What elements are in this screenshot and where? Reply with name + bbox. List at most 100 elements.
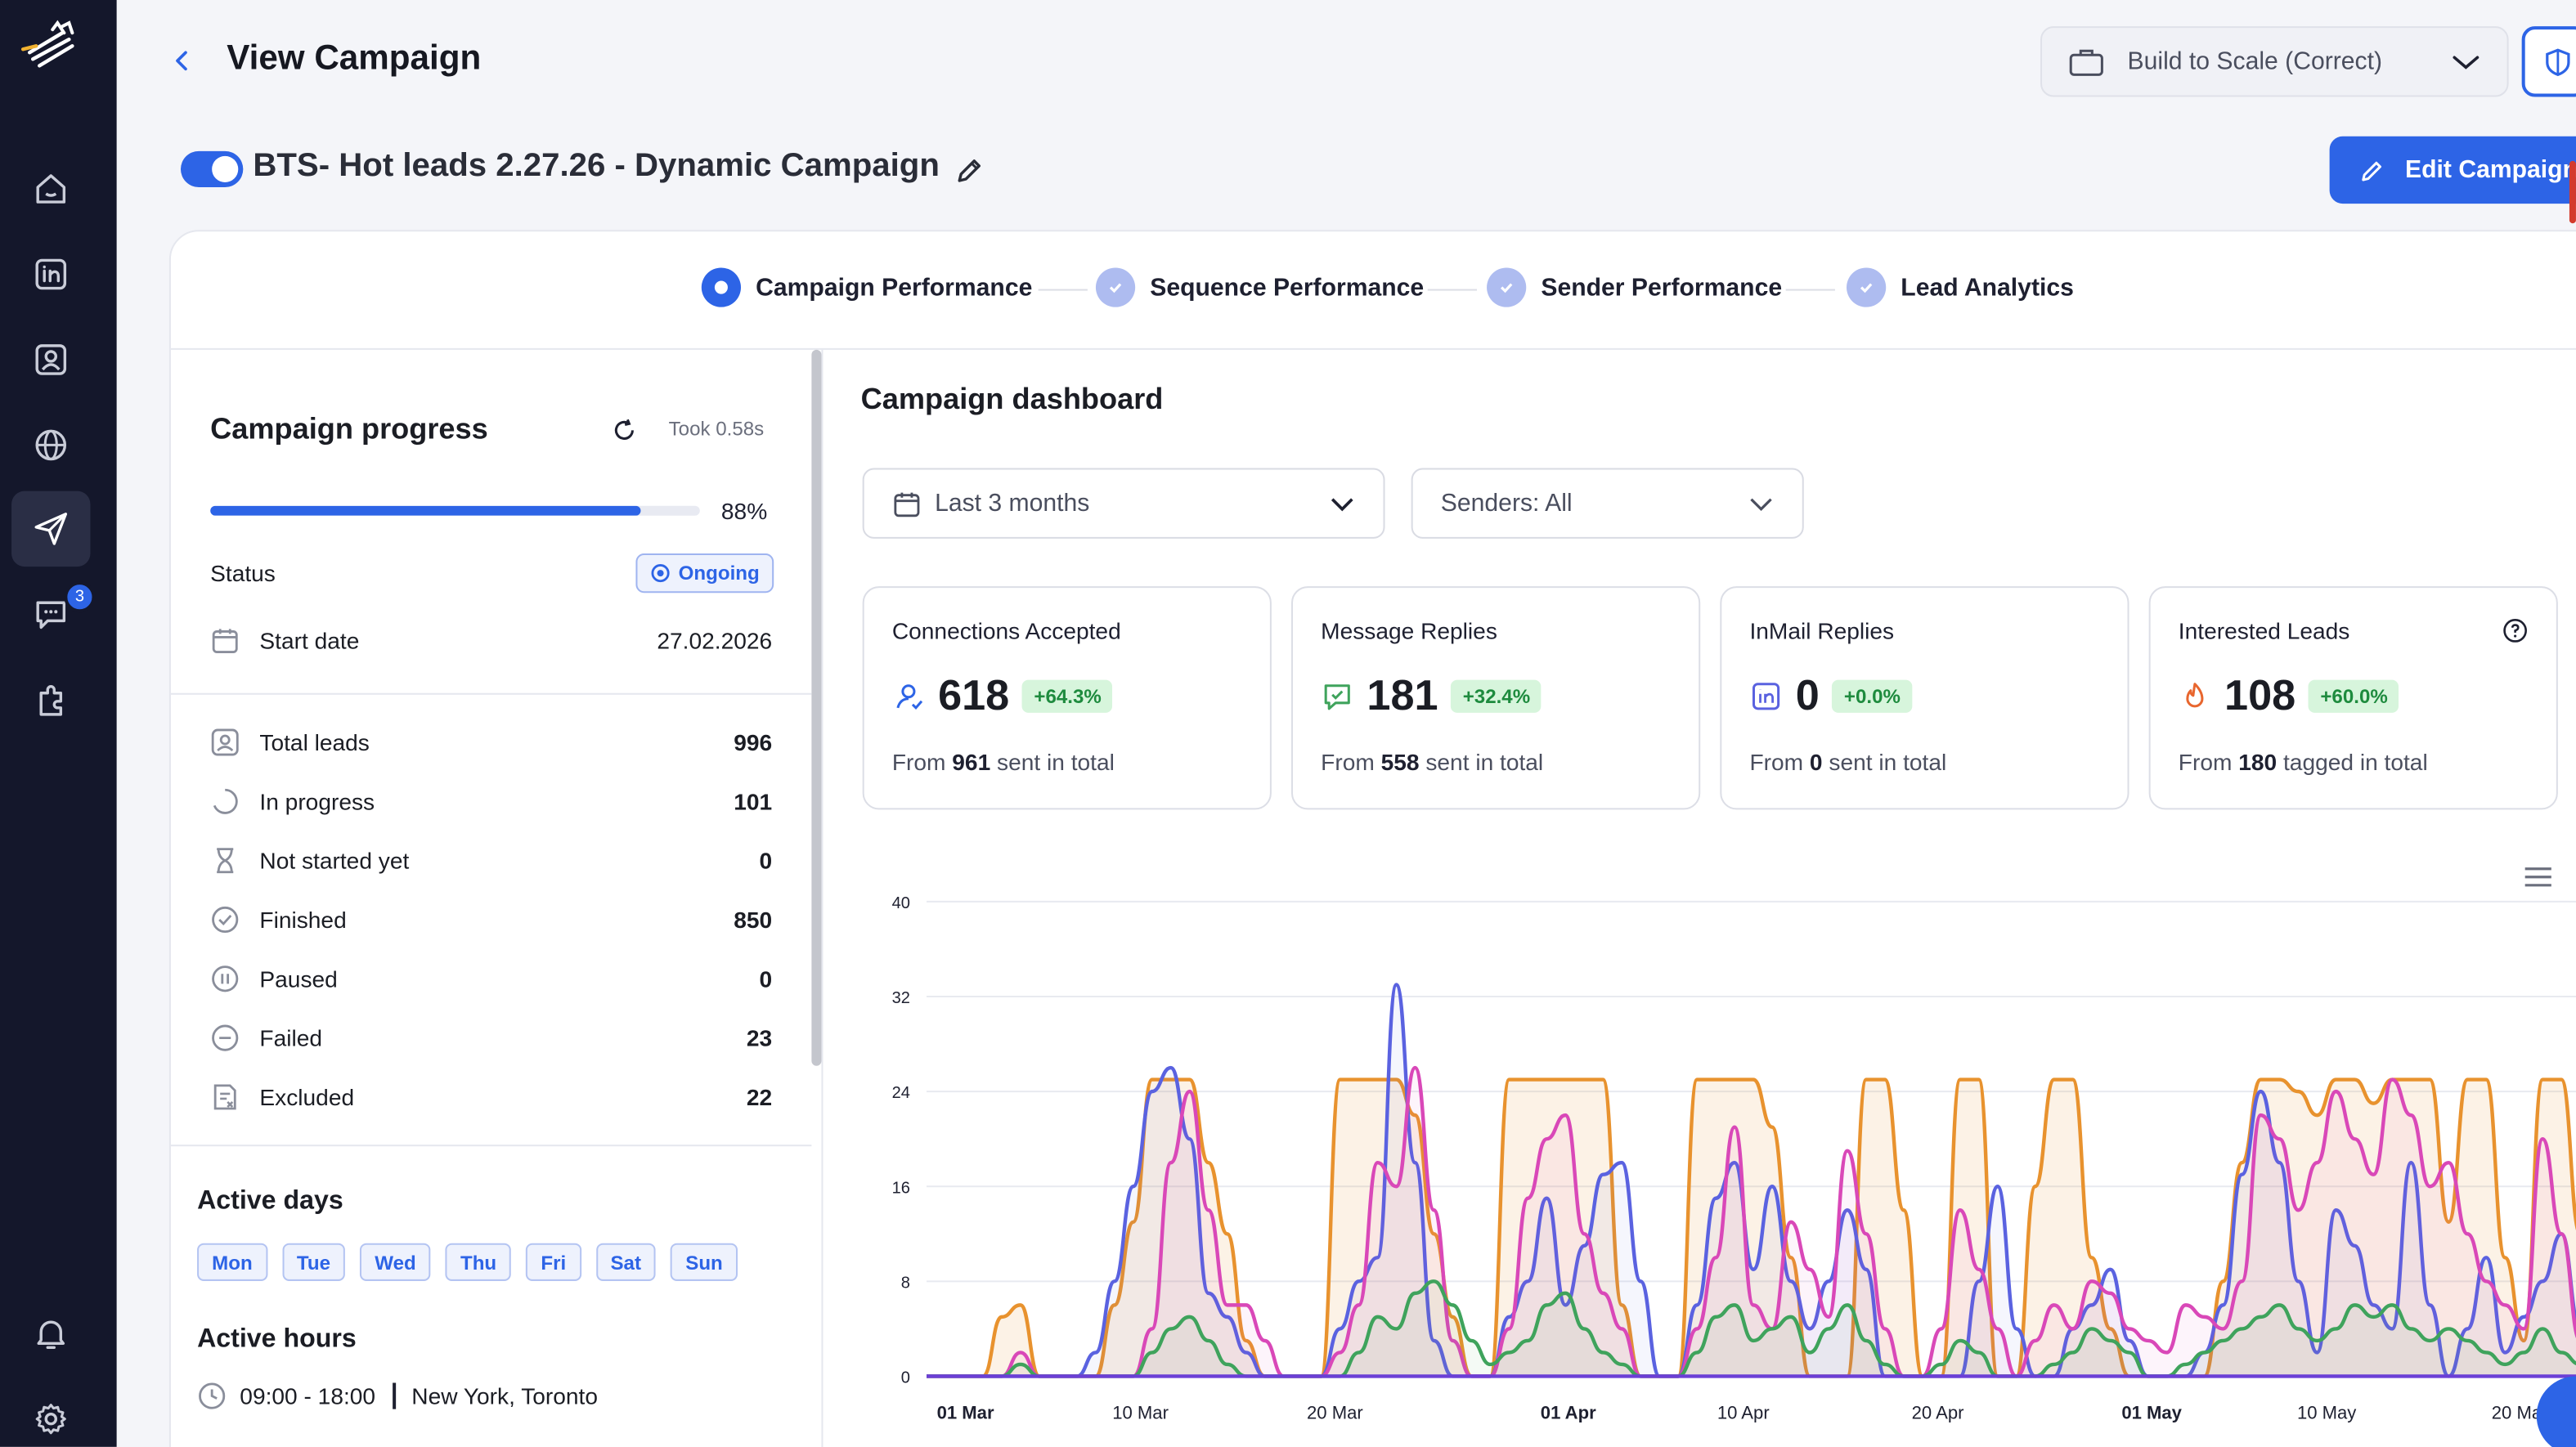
kpi-value: 108 bbox=[2224, 670, 2296, 719]
send-icon bbox=[34, 513, 68, 545]
stat-value: 996 bbox=[734, 728, 773, 756]
y-tick-label: 40 bbox=[892, 894, 910, 912]
pause-icon bbox=[212, 965, 239, 992]
stat-label: Paused bbox=[259, 965, 338, 992]
sidebar-item-notifications[interactable] bbox=[11, 1296, 90, 1371]
check-icon bbox=[1487, 267, 1527, 307]
user-icon bbox=[896, 683, 923, 710]
campaign-progress-panel: Campaign progress Took 0.58s 88% Status … bbox=[170, 349, 824, 1447]
kpi-footnote: From 961 sent in total bbox=[892, 749, 1115, 775]
active-days: Mon Tue Wed Thu Fri Sat Sun bbox=[197, 1243, 738, 1281]
tab-sequence-performance[interactable]: Sequence Performance bbox=[1095, 267, 1425, 307]
target-icon bbox=[651, 564, 670, 583]
kpi-title: Interested Leads bbox=[2178, 617, 2350, 644]
campaign-active-toggle[interactable] bbox=[180, 150, 244, 188]
refresh-icon[interactable] bbox=[611, 417, 637, 443]
calendar-icon bbox=[894, 491, 920, 517]
kpi-foot-number: 558 bbox=[1380, 749, 1420, 776]
kpi-foot-suffix: sent in total bbox=[990, 749, 1115, 776]
series-area bbox=[927, 1079, 2576, 1377]
stat-label: Excluded bbox=[259, 1083, 355, 1111]
edit-campaign-button[interactable]: Edit Campaign bbox=[2329, 136, 2576, 204]
step-current-icon bbox=[701, 267, 742, 307]
sidebar-item-settings[interactable] bbox=[11, 1381, 90, 1447]
kpi-foot-suffix: sent in total bbox=[1822, 749, 1947, 776]
stat-finished: Finished 850 bbox=[210, 905, 772, 934]
kpi-foot-number: 961 bbox=[952, 749, 991, 776]
stat-value: 22 bbox=[746, 1083, 773, 1111]
chart-menu-icon[interactable] bbox=[2524, 866, 2553, 889]
step-connector bbox=[1038, 289, 1088, 291]
chevron-down-icon bbox=[1750, 497, 1772, 511]
senders-select[interactable]: Senders: All bbox=[1411, 468, 1804, 539]
kpi-delta: +32.4% bbox=[1451, 679, 1542, 712]
kpi-foot-prefix: From bbox=[1321, 749, 1381, 776]
stat-value: 0 bbox=[759, 965, 773, 992]
excluded-icon bbox=[213, 1084, 236, 1110]
stat-value: 850 bbox=[734, 906, 773, 934]
day-chip: Mon bbox=[197, 1243, 267, 1281]
shield-button[interactable] bbox=[2521, 26, 2576, 97]
sidebar-item-linkedin[interactable] bbox=[11, 236, 90, 311]
y-tick-label: 16 bbox=[892, 1179, 910, 1197]
campaign-name: BTS- Hot leads 2.27.26 - Dynamic Campaig… bbox=[253, 147, 940, 184]
activity-chart: 0 8 16 24 32 40 01 Mar 10 Mar 20 Mar 01 Apr 10 Apr… bbox=[892, 894, 2576, 1423]
edge-marker bbox=[2569, 160, 2576, 224]
stat-label: Failed bbox=[259, 1024, 323, 1051]
stepper: Campaign Performance Sequence Performanc… bbox=[170, 231, 2576, 350]
panel-scrollbar[interactable] bbox=[811, 349, 822, 1066]
tab-sender-performance[interactable]: Sender Performance bbox=[1487, 267, 1782, 307]
back-button[interactable] bbox=[164, 43, 200, 78]
stat-in-progress: In progress 101 bbox=[210, 786, 772, 816]
sidebar-item-home[interactable] bbox=[11, 151, 90, 226]
tab-lead-analytics[interactable]: Lead Analytics bbox=[1847, 267, 2074, 307]
sidebar-item-messages[interactable]: 3 bbox=[11, 576, 96, 652]
sidebar-item-campaigns[interactable] bbox=[11, 491, 91, 567]
active-hours-value: 09:00 - 18:00 bbox=[240, 1382, 376, 1409]
kpi-foot-suffix: sent in total bbox=[1419, 749, 1544, 776]
kpi-value: 618 bbox=[938, 670, 1010, 719]
step-label: Campaign Performance bbox=[756, 273, 1033, 302]
stat-total-leads: Total leads 996 bbox=[210, 728, 772, 757]
series-line bbox=[927, 983, 2576, 1378]
date-range-select[interactable]: Last 3 months bbox=[862, 468, 1385, 539]
workspace-selector[interactable]: Build to Scale (Correct) bbox=[2040, 26, 2509, 97]
kpi-inmail-replies: InMail Replies 0 +0.0% From 0 sent in to… bbox=[1720, 586, 2129, 810]
help-icon[interactable] bbox=[2502, 617, 2529, 643]
brand-logo-icon[interactable] bbox=[13, 16, 85, 75]
sidebar-item-globe[interactable] bbox=[11, 407, 90, 482]
sidebar-item-integrations[interactable] bbox=[11, 662, 90, 737]
stat-label: Not started yet bbox=[259, 847, 410, 874]
x-tick-label: 20 Apr bbox=[1912, 1403, 1964, 1423]
user-icon bbox=[211, 728, 239, 756]
kpi-delta: +0.0% bbox=[1832, 679, 1913, 712]
linkedin-icon bbox=[35, 258, 67, 290]
x-tick-label: 01 May bbox=[2121, 1403, 2182, 1423]
step-label: Lead Analytics bbox=[1901, 273, 2074, 302]
separator bbox=[392, 1382, 396, 1409]
check-icon bbox=[1095, 267, 1136, 307]
gear-icon bbox=[35, 1404, 66, 1435]
progress-title: Campaign progress bbox=[210, 412, 488, 446]
took-time: Took 0.58s bbox=[668, 417, 765, 441]
status-badge: Ongoing bbox=[635, 553, 774, 594]
hourglass-icon bbox=[217, 848, 234, 874]
pencil-icon[interactable] bbox=[953, 155, 985, 187]
x-tick-label: 01 Apr bbox=[1541, 1403, 1596, 1423]
timezone-value: New York, Toronto bbox=[411, 1382, 599, 1409]
x-tick-label: 20 Mar bbox=[1307, 1403, 1363, 1423]
series-line bbox=[927, 1279, 2576, 1378]
tab-campaign-performance[interactable]: Campaign Performance bbox=[701, 267, 1033, 307]
briefcase-icon bbox=[2069, 48, 2103, 75]
shield-icon bbox=[2546, 47, 2570, 76]
kpi-connections-accepted: Connections Accepted 618 +64.3% From 961… bbox=[862, 586, 1272, 810]
kpi-message-replies: Message Replies 181 +32.4% From 558 sent… bbox=[1290, 586, 1701, 810]
x-tick-label: 10 May bbox=[2297, 1403, 2356, 1423]
kpi-foot-prefix: From bbox=[891, 749, 953, 776]
day-chip: Fri bbox=[526, 1243, 581, 1281]
step-label: Sequence Performance bbox=[1150, 273, 1425, 302]
stat-excluded: Excluded 22 bbox=[210, 1082, 772, 1112]
progress-bar bbox=[210, 505, 700, 516]
date-range-value: Last 3 months bbox=[935, 489, 1090, 517]
sidebar-item-contacts[interactable] bbox=[11, 322, 90, 397]
